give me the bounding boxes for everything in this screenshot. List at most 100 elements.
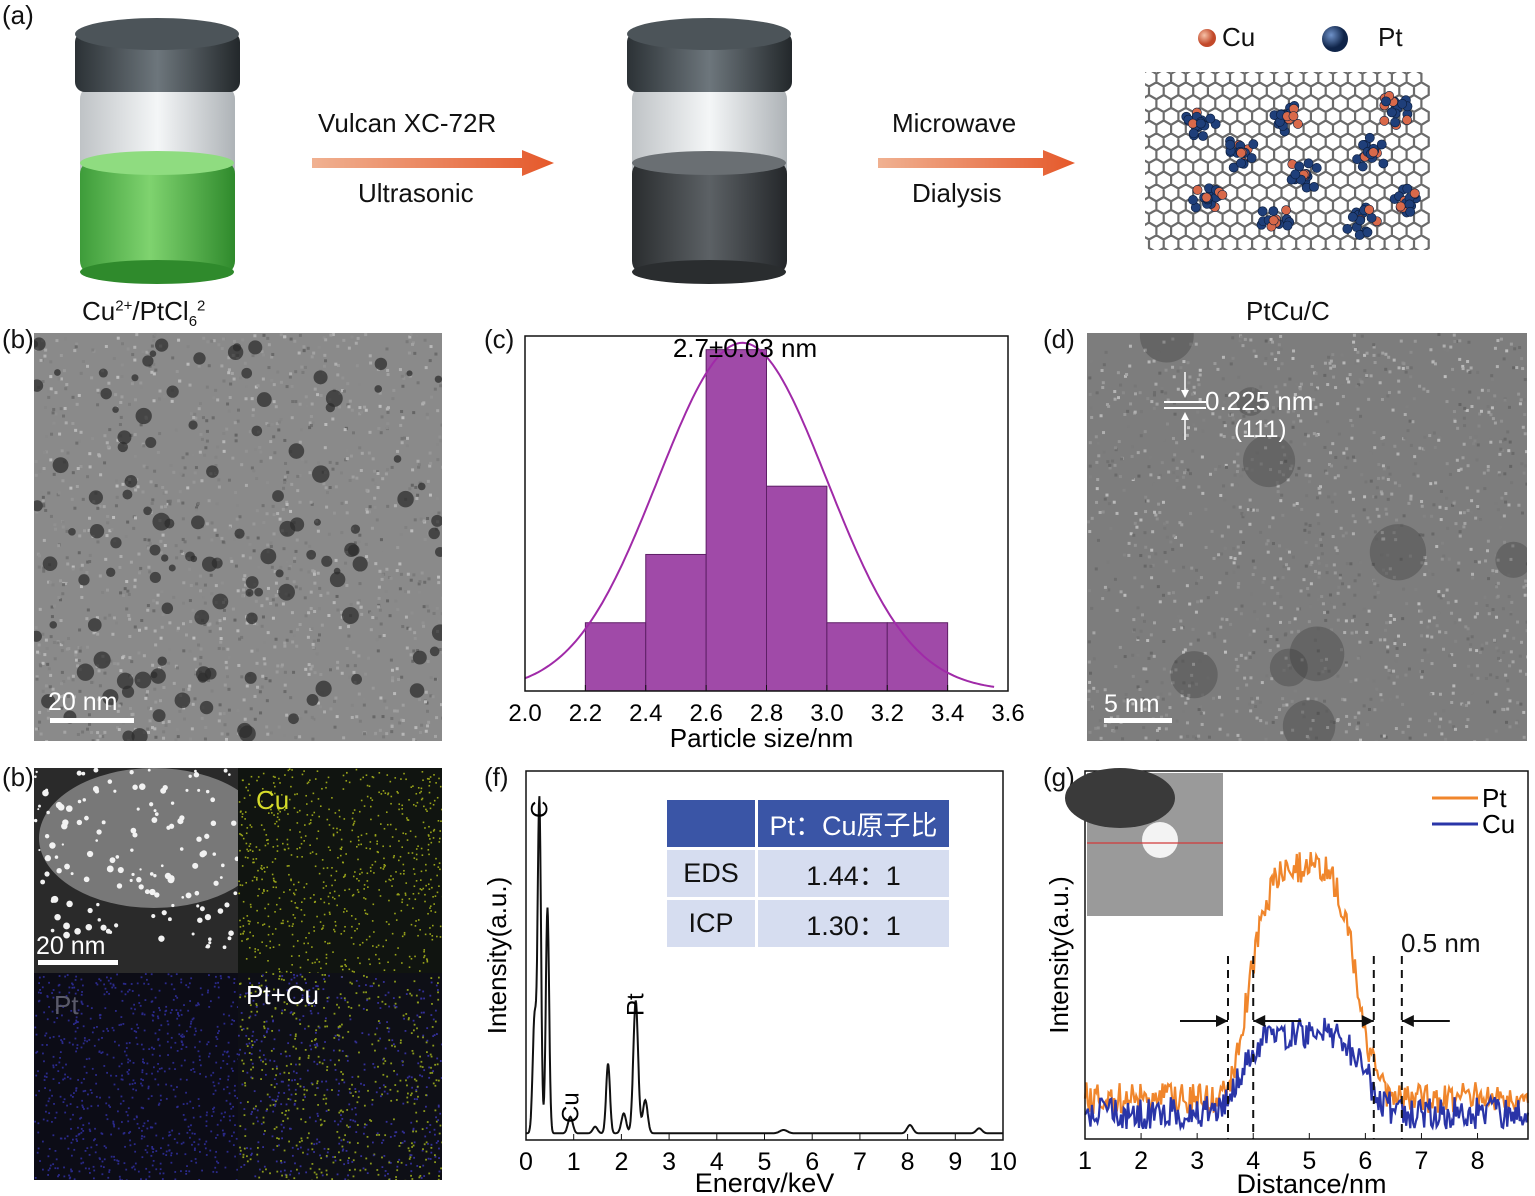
noise-grain — [432, 611, 436, 615]
noise-grain — [1469, 547, 1473, 551]
noise-grain — [195, 668, 199, 672]
noise-grain — [1388, 620, 1392, 624]
noise-grain — [1168, 692, 1172, 696]
cu-signal — [283, 891, 285, 893]
cu-signal — [318, 872, 321, 875]
noise-grain — [1405, 602, 1409, 606]
noise-grain — [91, 348, 95, 352]
noise-grain — [366, 558, 370, 562]
pt-signal — [70, 1127, 72, 1130]
noise-grain — [1194, 610, 1198, 614]
cu-signal — [277, 807, 279, 810]
noise-grain — [401, 416, 405, 420]
cu-signal — [398, 840, 400, 842]
overlay-signal — [389, 1161, 392, 1164]
noise-grain — [252, 469, 256, 473]
pt-signal — [148, 1175, 151, 1178]
cu-signal — [435, 782, 437, 784]
noise-grain — [1473, 560, 1477, 564]
cu-signal — [262, 772, 265, 775]
overlay-signal — [356, 1124, 359, 1126]
noise-grain — [294, 736, 298, 740]
noise-grain — [1426, 625, 1430, 629]
noise-grain — [1336, 591, 1340, 595]
noise-grain — [400, 718, 404, 722]
noise-grain — [124, 715, 128, 719]
pt-signal — [222, 1132, 225, 1135]
noise-grain — [1439, 717, 1443, 721]
noise-grain — [1363, 495, 1367, 499]
noise-grain — [1329, 628, 1333, 632]
noise-grain — [1519, 398, 1523, 402]
noise-grain — [243, 574, 247, 578]
noise-grain — [433, 387, 437, 391]
noise-grain — [1155, 729, 1159, 733]
cu-signal — [440, 820, 442, 823]
cu-signal — [424, 893, 426, 896]
cu-signal — [296, 856, 299, 858]
noise-grain — [1323, 699, 1327, 703]
haadf-particle — [81, 771, 86, 776]
pt-signal — [197, 1002, 199, 1005]
haadf-particle — [130, 827, 137, 834]
noise-grain — [1235, 449, 1239, 453]
noise-grain — [1290, 699, 1294, 703]
noise-grain — [44, 348, 48, 352]
noise-grain — [1137, 474, 1141, 478]
pt-signal — [226, 1086, 229, 1089]
noise-grain — [121, 342, 125, 346]
cu-signal — [286, 843, 289, 846]
cu-signal — [436, 796, 439, 799]
noise-grain — [1162, 438, 1166, 442]
cu-signal — [429, 802, 432, 805]
noise-grain — [1132, 533, 1136, 537]
overlay-signal — [274, 1100, 277, 1103]
noise-grain — [349, 602, 353, 606]
noise-grain — [136, 485, 140, 489]
noise-grain — [1438, 630, 1442, 634]
noise-grain — [1273, 601, 1277, 605]
overlay-signal — [386, 1027, 389, 1029]
particle — [272, 490, 284, 502]
haadf-particle — [162, 785, 168, 791]
noise-grain — [1404, 673, 1408, 677]
noise-grain — [393, 692, 397, 696]
cu-signal — [354, 871, 356, 873]
noise-grain — [1270, 677, 1274, 681]
cu-signal — [249, 794, 251, 797]
noise-grain — [34, 473, 38, 477]
noise-grain — [1164, 727, 1168, 731]
noise-grain — [1465, 408, 1469, 412]
overlay-signal — [250, 1113, 253, 1115]
cu-signal — [353, 820, 356, 823]
cu-signal — [380, 793, 383, 795]
pt-signal — [77, 1009, 80, 1012]
cluster-atom — [1405, 206, 1416, 217]
noise-grain — [1341, 582, 1345, 586]
noise-grain — [316, 638, 320, 642]
noise-grain — [1383, 638, 1387, 642]
cu-signal — [315, 853, 318, 855]
noise-grain — [1409, 497, 1413, 501]
noise-grain — [106, 514, 110, 518]
noise-grain — [103, 461, 107, 465]
pt-signal — [39, 988, 41, 991]
noise-grain — [1466, 627, 1470, 631]
pt-signal — [150, 973, 153, 976]
haadf-particle — [153, 809, 157, 813]
noise-grain — [1154, 513, 1158, 517]
noise-grain — [1140, 613, 1144, 617]
noise-grain — [1236, 697, 1240, 701]
cu-signal — [422, 887, 425, 890]
noise-grain — [332, 601, 336, 605]
noise-grain — [1339, 648, 1343, 652]
noise-grain — [1505, 349, 1509, 353]
cu-signal — [415, 920, 417, 922]
noise-grain — [79, 567, 83, 571]
noise-grain — [1292, 349, 1296, 353]
noise-grain — [1397, 634, 1401, 638]
cu-signal — [363, 888, 365, 890]
noise-grain — [340, 531, 344, 535]
cu-signal — [370, 805, 372, 808]
pt-signal — [34, 1026, 37, 1029]
